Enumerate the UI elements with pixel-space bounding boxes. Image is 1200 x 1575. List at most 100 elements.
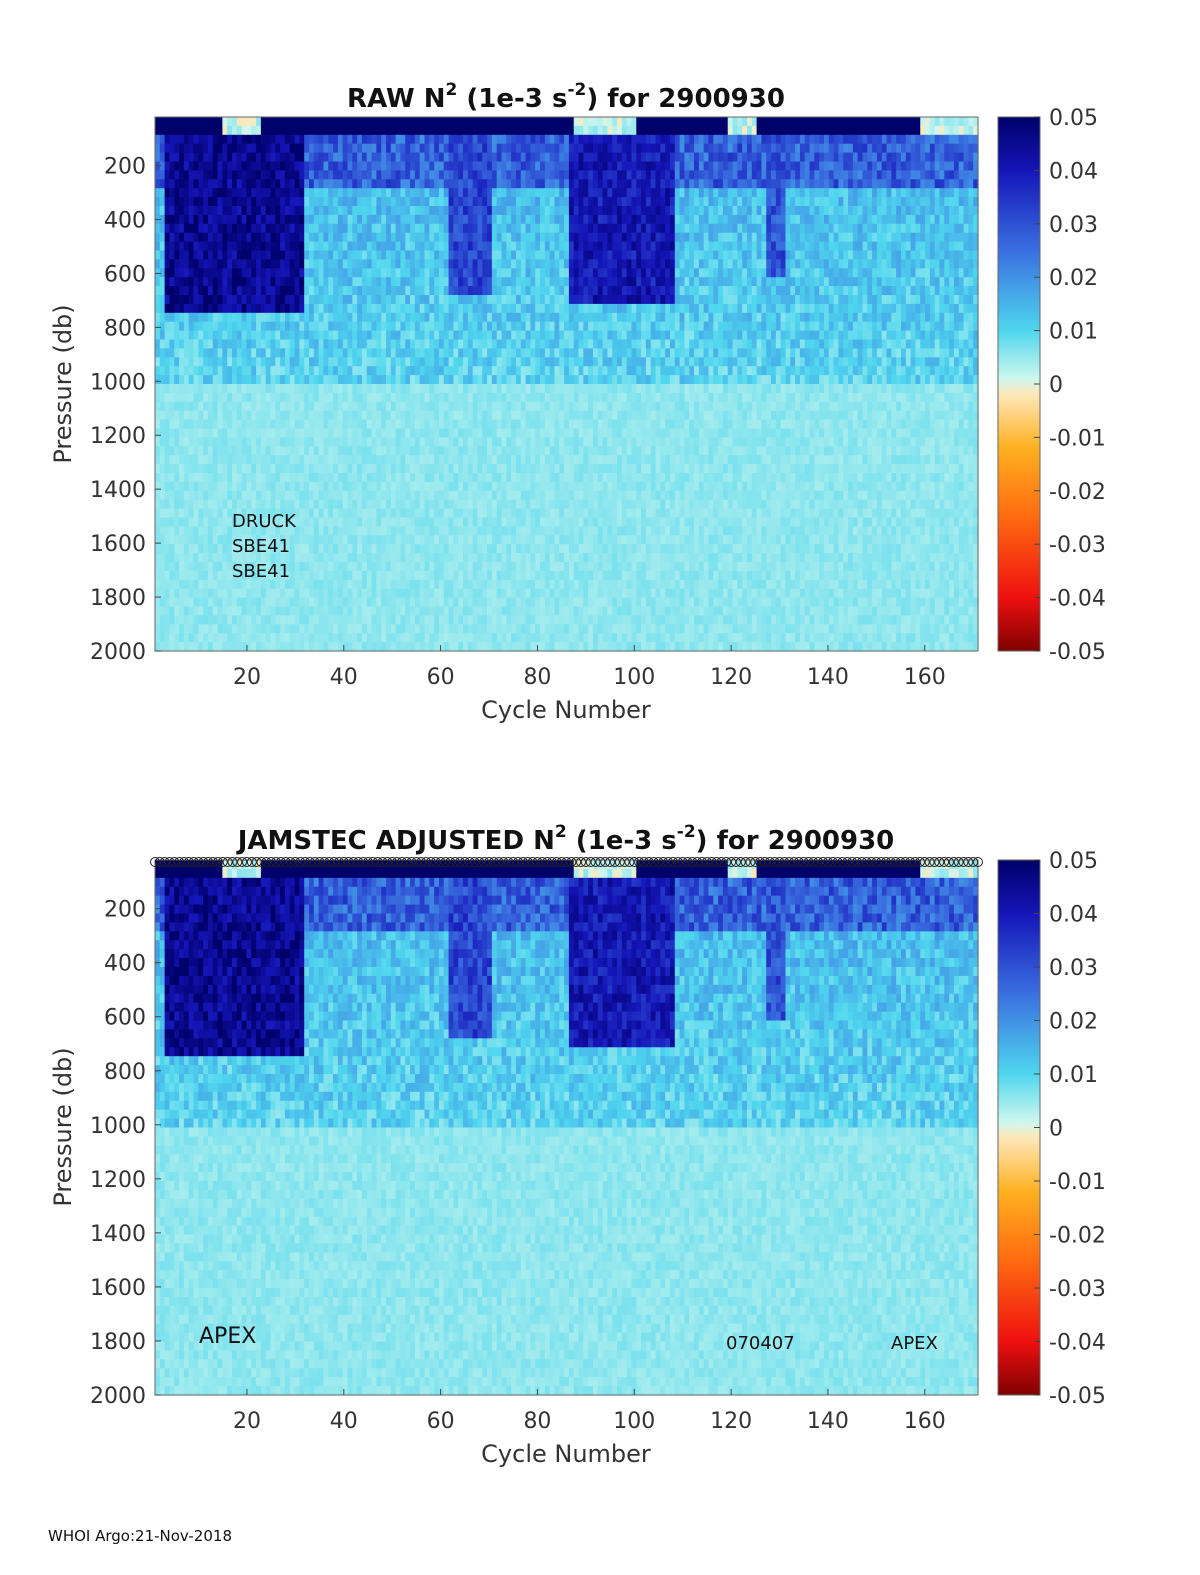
heatmap-cell (174, 268, 180, 278)
heatmap-cell (299, 606, 305, 616)
heatmap-cell (294, 232, 300, 243)
heatmap-cell (506, 179, 512, 189)
heatmap-cell (381, 544, 387, 554)
heatmap-cell (458, 464, 464, 474)
heatmap-cell (414, 366, 421, 376)
heatmap-cell (159, 339, 166, 349)
heatmap-cell (410, 562, 416, 572)
heatmap-cell (381, 384, 387, 394)
heatmap-cell (212, 152, 219, 163)
heatmap-cell (395, 419, 402, 430)
heatmap-cell (265, 161, 272, 171)
heatmap-cell (540, 303, 546, 314)
heatmap-cell (188, 384, 195, 394)
heatmap-cell (265, 295, 272, 305)
heatmap-cell (236, 286, 243, 296)
heatmap-cell (227, 286, 233, 296)
heatmap-cell (222, 410, 228, 421)
heatmap-cell (376, 615, 382, 625)
heatmap-cell (405, 152, 411, 163)
heatmap-cell (333, 615, 339, 625)
heatmap-cell (232, 366, 238, 376)
heatmap-cell (410, 490, 416, 501)
heatmap-cell (212, 562, 219, 572)
heatmap-cell (309, 134, 315, 145)
heatmap-cell (347, 392, 353, 403)
heatmap-cell (434, 197, 440, 207)
heatmap-cell (232, 615, 238, 625)
heatmap-cell (304, 223, 310, 234)
heatmap-cell (443, 125, 450, 136)
heatmap-cell (203, 268, 209, 278)
heatmap-cell (270, 570, 276, 581)
heatmap-cell (405, 330, 411, 341)
heatmap-cell (155, 597, 161, 608)
heatmap-cell (179, 366, 185, 376)
heatmap-cell (491, 490, 498, 501)
heatmap-cell (241, 553, 248, 563)
heatmap-cell (289, 161, 296, 171)
heatmap-cell (535, 419, 541, 430)
heatmap-cell (280, 206, 286, 216)
heatmap-cell (511, 250, 517, 260)
heatmap-cell (284, 170, 291, 180)
heatmap-cell (328, 428, 334, 438)
heatmap-cell (501, 312, 507, 323)
heatmap-cell (246, 437, 252, 447)
heatmap-cell (361, 384, 368, 394)
heatmap-cell (549, 553, 556, 563)
heatmap-cell (410, 633, 416, 643)
heatmap-cell (328, 517, 334, 527)
heatmap-cell (429, 277, 435, 287)
heatmap-cell (386, 312, 392, 323)
heatmap-cell (217, 455, 223, 465)
heatmap-cell (342, 321, 349, 332)
heatmap-cell (323, 446, 329, 456)
heatmap-cell (304, 277, 310, 287)
heatmap-cell (357, 481, 363, 492)
heatmap-cell (352, 633, 358, 643)
heatmap-cell (318, 188, 325, 198)
heatmap-cell (309, 295, 315, 305)
heatmap-cell (419, 312, 426, 323)
heatmap-cell (299, 633, 305, 643)
heatmap-cell (159, 508, 166, 519)
heatmap-cell (506, 615, 512, 625)
heatmap-cell (410, 206, 416, 216)
heatmap-cell (540, 259, 546, 269)
heatmap-cell (270, 295, 276, 305)
heatmap-cell (453, 535, 459, 545)
heatmap-cell (328, 277, 334, 287)
heatmap-cell (299, 455, 305, 465)
heatmap-cell (366, 481, 373, 492)
heatmap-cell (410, 517, 416, 527)
heatmap-cell (342, 499, 349, 510)
heatmap-cell (164, 161, 171, 171)
heatmap-cell (525, 117, 531, 127)
heatmap-cell (337, 401, 344, 412)
heatmap-cell (458, 134, 464, 145)
heatmap-cell (246, 321, 252, 332)
heatmap-cell (381, 232, 387, 243)
heatmap-cell (342, 597, 349, 608)
heatmap-cell (236, 357, 243, 367)
heatmap-cell (525, 357, 531, 367)
heatmap-cell (198, 526, 204, 536)
heatmap-cell (520, 259, 527, 269)
heatmap-cell (386, 633, 392, 643)
heatmap-cell (554, 143, 560, 154)
heatmap-cell (155, 499, 161, 510)
heatmap-cell (352, 330, 358, 341)
heatmap-cell (333, 464, 339, 474)
heatmap-cell (544, 259, 551, 269)
heatmap-cell (434, 544, 440, 554)
heatmap-cell (414, 410, 421, 421)
heatmap-cell (217, 259, 223, 269)
heatmap-cell (535, 588, 541, 599)
heatmap-cell (155, 152, 161, 163)
heatmap-cell (414, 259, 421, 269)
heatmap-cell (313, 481, 320, 492)
heatmap-cell (361, 499, 368, 510)
heatmap-cell (203, 481, 209, 492)
heatmap-cell (251, 152, 257, 163)
